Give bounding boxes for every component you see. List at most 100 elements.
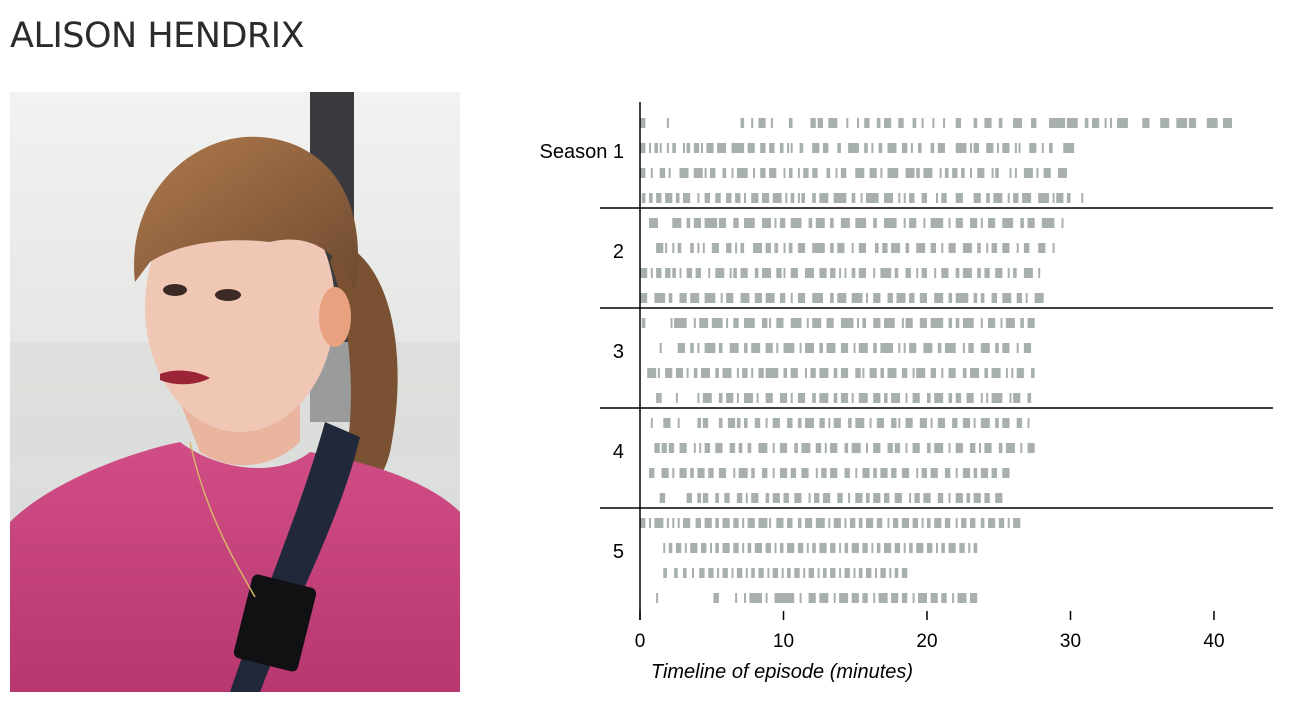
scene-bar: [779, 293, 786, 303]
scene-bar: [1027, 393, 1032, 403]
scene-bar: [788, 243, 793, 253]
scene-bar: [1009, 168, 1012, 178]
scene-bar: [835, 168, 838, 178]
scene-bar: [905, 393, 908, 403]
scene-bar: [1223, 118, 1232, 128]
scene-bar: [884, 218, 897, 228]
scene-bar: [941, 593, 947, 603]
scene-bar: [819, 193, 829, 203]
scene-bar: [812, 318, 822, 328]
scene-bar: [941, 543, 945, 553]
scene-bar: [697, 243, 700, 253]
scene-bar: [851, 393, 854, 403]
scene-bar: [772, 493, 780, 503]
scene-bar: [740, 293, 750, 303]
scene-bar: [762, 218, 771, 228]
scene-bar: [944, 518, 951, 528]
scene-bar: [855, 368, 861, 378]
scene-bar: [918, 593, 927, 603]
scene-bar: [665, 193, 673, 203]
scene-bar: [840, 168, 847, 178]
scene-bar: [927, 443, 931, 453]
scene-bar: [866, 443, 868, 453]
scene-bar: [955, 143, 967, 153]
scene-bar: [650, 418, 653, 428]
scene-bar: [980, 218, 983, 228]
scene-bar: [880, 343, 893, 353]
scene-bar: [948, 543, 956, 553]
scene-bar: [984, 118, 992, 128]
scene-bar: [690, 543, 698, 553]
scene-bar: [801, 193, 805, 203]
scene-bar: [934, 443, 944, 453]
scene-bar: [1002, 243, 1010, 253]
photo-buckle: [233, 574, 317, 672]
scene-bar: [726, 193, 732, 203]
scene-bar: [970, 443, 976, 453]
scene-bar: [866, 193, 879, 203]
scene-bar: [717, 143, 727, 153]
scene-bar: [962, 243, 972, 253]
scene-bar: [692, 568, 694, 578]
photo-lips: [160, 370, 210, 385]
scene-bar: [754, 543, 762, 553]
scene-bar: [1057, 168, 1067, 178]
scene-bar: [851, 193, 856, 203]
scene-bar: [1016, 243, 1019, 253]
scene-bar: [828, 118, 838, 128]
scene-bar: [892, 518, 899, 528]
scene-bar: [968, 343, 974, 353]
scene-bar: [884, 318, 895, 328]
scene-bar: [657, 368, 660, 378]
photo-ear: [319, 287, 351, 347]
scene-bar: [840, 318, 854, 328]
scene-bar: [765, 418, 768, 428]
scene-bar: [733, 318, 739, 328]
scene-bar: [661, 443, 667, 453]
scene-bar: [722, 543, 730, 553]
scene-bar: [733, 543, 739, 553]
scene-bar: [762, 193, 770, 203]
scene-bar: [779, 468, 788, 478]
scene-bar: [894, 493, 902, 503]
scene-bar: [980, 518, 985, 528]
scene-bar: [801, 468, 809, 478]
scene-bar: [937, 143, 945, 153]
scene-bar: [984, 268, 990, 278]
scene-bar: [727, 418, 736, 428]
scene-bar: [1002, 293, 1012, 303]
scene-bar: [701, 143, 703, 153]
scene-bar: [955, 443, 963, 453]
scene-bar: [736, 568, 743, 578]
scene-bar: [937, 418, 945, 428]
scene-bar: [1142, 118, 1150, 128]
scene-bar: [901, 318, 904, 328]
scene-bar: [670, 318, 673, 328]
scene-bar: [869, 168, 877, 178]
scene-bar: [1041, 143, 1044, 153]
scene-bar: [894, 443, 901, 453]
scene-bar: [962, 468, 971, 478]
scene-bar: [833, 593, 836, 603]
scene-bar: [724, 493, 730, 503]
scene-bar: [952, 418, 958, 428]
scene-bar: [783, 243, 786, 253]
scene-bar: [815, 468, 818, 478]
scene-bar: [765, 543, 771, 553]
scene-bar: [862, 543, 868, 553]
scene-bar: [729, 343, 739, 353]
scene-bar: [706, 143, 714, 153]
scene-bar: [704, 218, 718, 228]
scene-bar: [880, 568, 886, 578]
scene-bar: [909, 218, 917, 228]
scene-bar: [828, 518, 831, 528]
x-tick-label: 0: [635, 631, 646, 652]
scene-bar: [839, 543, 842, 553]
season-label: 4: [613, 441, 624, 463]
scene-bar: [905, 418, 913, 428]
scene-bar: [927, 518, 931, 528]
scene-bar: [921, 118, 924, 128]
scene-bar: [1002, 468, 1010, 478]
scene-bar: [986, 143, 994, 153]
scene-bar: [1020, 218, 1024, 228]
